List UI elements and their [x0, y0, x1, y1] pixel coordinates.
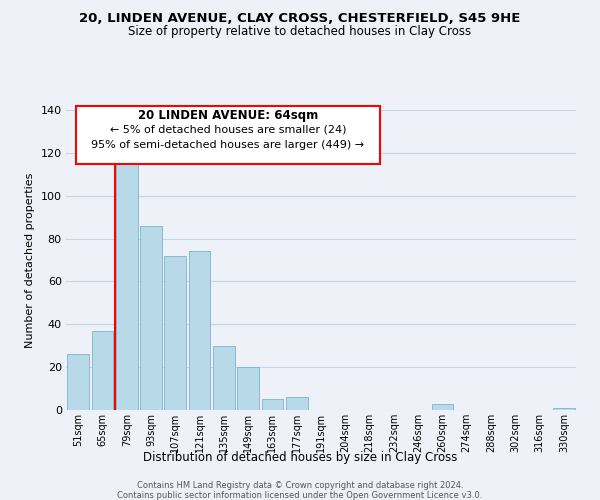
Bar: [140, 226, 162, 410]
Text: Contains HM Land Registry data © Crown copyright and database right 2024.: Contains HM Land Registry data © Crown c…: [137, 480, 463, 490]
Bar: [286, 397, 308, 410]
Text: 20, LINDEN AVENUE, CLAY CROSS, CHESTERFIELD, S45 9HE: 20, LINDEN AVENUE, CLAY CROSS, CHESTERFI…: [79, 12, 521, 26]
Text: Distribution of detached houses by size in Clay Cross: Distribution of detached houses by size …: [143, 451, 457, 464]
Bar: [237, 367, 259, 410]
FancyBboxPatch shape: [76, 106, 380, 164]
Bar: [116, 157, 137, 410]
Bar: [91, 330, 113, 410]
Text: 95% of semi-detached houses are larger (449) →: 95% of semi-detached houses are larger (…: [91, 140, 364, 150]
Text: 20 LINDEN AVENUE: 64sqm: 20 LINDEN AVENUE: 64sqm: [138, 108, 318, 122]
Bar: [553, 408, 575, 410]
Y-axis label: Number of detached properties: Number of detached properties: [25, 172, 35, 348]
Text: Contains public sector information licensed under the Open Government Licence v3: Contains public sector information licen…: [118, 490, 482, 500]
Bar: [164, 256, 186, 410]
Bar: [262, 400, 283, 410]
Text: ← 5% of detached houses are smaller (24): ← 5% of detached houses are smaller (24): [110, 125, 346, 135]
Bar: [188, 252, 211, 410]
Bar: [213, 346, 235, 410]
Bar: [431, 404, 454, 410]
Text: Size of property relative to detached houses in Clay Cross: Size of property relative to detached ho…: [128, 25, 472, 38]
Bar: [67, 354, 89, 410]
